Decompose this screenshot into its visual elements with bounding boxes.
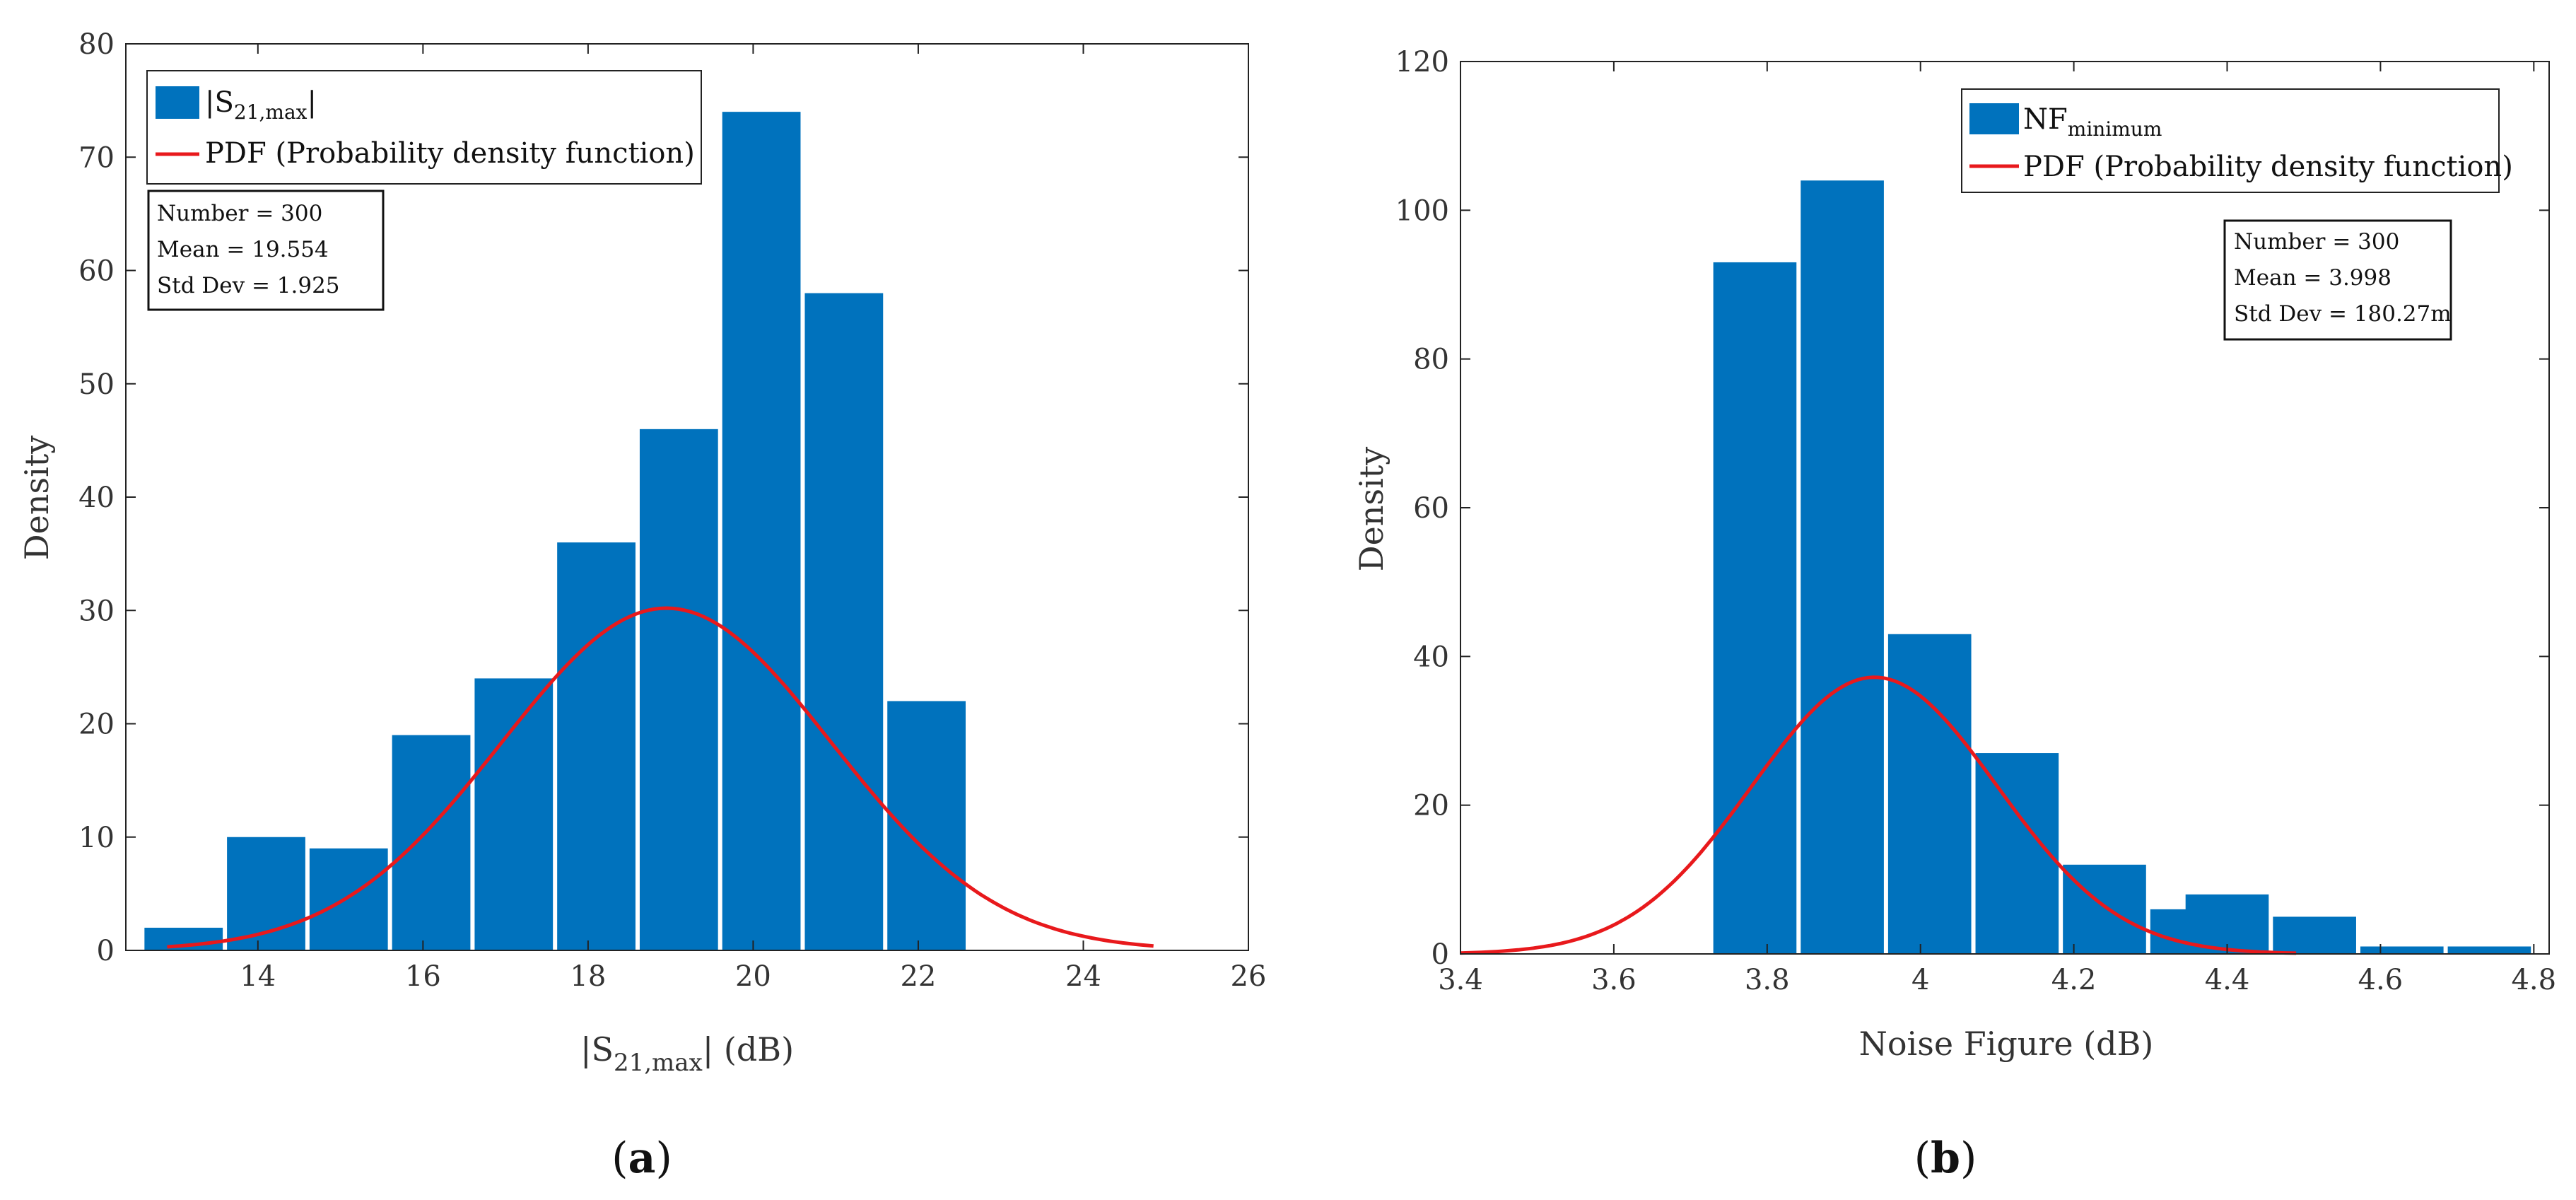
stats-frame-a bbox=[147, 190, 385, 311]
x-tick-label: 4.6 bbox=[2358, 964, 2404, 996]
histogram-bar bbox=[557, 542, 636, 950]
chart-a: 14 16 18 20 22 24 26 0 10 20 30 40 50 60 70 80 |S21,max… bbox=[18, 28, 1266, 1183]
y-tick-label: 100 bbox=[1395, 194, 1449, 227]
stats-number-b: Number = 300 bbox=[2234, 229, 2399, 255]
x-tick-label: 4.4 bbox=[2205, 964, 2250, 996]
axis-ticks-a: 14 16 18 20 22 24 26 0 10 20 30 40 50 60 70 80 bbox=[78, 28, 1266, 993]
y-tick-label: 0 bbox=[97, 935, 115, 967]
panel-label-b: (b) bbox=[1914, 1134, 1977, 1183]
x-tick-label: 22 bbox=[900, 960, 936, 993]
histogram-bar bbox=[804, 293, 884, 950]
stats-mean-a: Mean = 19.554 bbox=[157, 237, 329, 262]
x-tick-label: 18 bbox=[570, 960, 606, 993]
x-tick-label: 24 bbox=[1065, 960, 1101, 993]
legend-swatch-histogram-b bbox=[1969, 103, 2019, 134]
pdf-curve-b bbox=[1460, 675, 2297, 955]
y-tick-label: 40 bbox=[1413, 641, 1449, 673]
stats-box-b: Number = 300 Mean = 3.998 Std Dev = 180.… bbox=[2223, 219, 2452, 341]
legend-label-histogram-a: |S21,max| bbox=[205, 86, 317, 124]
histogram-bar bbox=[2360, 946, 2444, 954]
x-tick-label: 4.2 bbox=[2051, 964, 2097, 996]
y-tick-label: 0 bbox=[1432, 938, 1449, 971]
y-tick-label: 80 bbox=[78, 28, 115, 61]
histogram-bar bbox=[2447, 946, 2531, 954]
histogram-bar bbox=[722, 112, 801, 950]
histogram-bar bbox=[2063, 864, 2146, 954]
legend-label-pdf-a: PDF (Probability density function) bbox=[205, 137, 695, 170]
y-tick-label: 40 bbox=[78, 482, 115, 514]
y-tick-label: 60 bbox=[78, 255, 115, 288]
histogram-bar bbox=[2273, 916, 2356, 954]
legend-box-b bbox=[1961, 88, 2500, 193]
x-tick-label: 26 bbox=[1231, 960, 1267, 993]
legend-a: |S21,max| PDF (Probability density funct… bbox=[146, 70, 702, 185]
histogram-bar bbox=[1713, 262, 1797, 954]
stats-std-b: Std Dev = 180.27m bbox=[2234, 301, 2452, 327]
y-tick-label: 20 bbox=[78, 709, 115, 741]
histogram-bars-a bbox=[144, 112, 966, 950]
y-tick-label: 20 bbox=[1413, 790, 1449, 822]
panel-label-a: (a) bbox=[611, 1134, 672, 1183]
y-tick-label: 80 bbox=[1413, 344, 1449, 376]
histogram-bar bbox=[1975, 753, 2059, 954]
x-tick-label: 3.8 bbox=[1745, 964, 1790, 996]
x-tick-label: 3.4 bbox=[1438, 964, 1483, 996]
stats-number-a: Number = 300 bbox=[157, 201, 322, 226]
chart-b: 3.4 3.6 3.8 4 4.2 4.4 4.6 4.8 0 20 40 60 80 100 120 NF… bbox=[1352, 46, 2556, 1183]
y-tick-label: 120 bbox=[1395, 46, 1449, 78]
y-tick-label: 10 bbox=[78, 822, 115, 854]
histogram-bar bbox=[392, 735, 471, 950]
x-axis-label-b: Noise Figure (dB) bbox=[1859, 1025, 2154, 1063]
stats-frame-b bbox=[2223, 219, 2452, 341]
x-tick-label: 16 bbox=[405, 960, 441, 993]
legend-box-a bbox=[146, 70, 702, 185]
y-tick-label: 50 bbox=[78, 368, 115, 401]
x-tick-label: 4 bbox=[1911, 964, 1929, 996]
x-tick-label: 20 bbox=[735, 960, 771, 993]
stats-box-a: Number = 300 Mean = 19.554 Std Dev = 1.9… bbox=[147, 190, 385, 311]
y-tick-label: 30 bbox=[78, 595, 115, 627]
y-tick-label: 60 bbox=[1413, 492, 1449, 525]
histogram-bar bbox=[474, 678, 554, 950]
legend-label-pdf-b: PDF (Probability density function) bbox=[2023, 151, 2513, 183]
x-axis-label-a: |S21,max| (dB) bbox=[580, 1030, 794, 1077]
y-axis-label-a: Density bbox=[18, 436, 56, 561]
legend-label-histogram-b: NFminimum bbox=[2023, 103, 2162, 141]
pdf-curve-a bbox=[167, 606, 1154, 949]
stats-std-a: Std Dev = 1.925 bbox=[157, 273, 340, 298]
histogram-bar bbox=[1887, 634, 1972, 954]
axis-ticks-b: 3.4 3.6 3.8 4 4.2 4.4 4.6 4.8 0 20 40 60 80 100 120 bbox=[1395, 46, 2556, 996]
histogram-bar bbox=[309, 848, 388, 950]
x-tick-label: 4.8 bbox=[2511, 964, 2556, 996]
x-tick-label: 3.6 bbox=[1591, 964, 1637, 996]
histogram-bar bbox=[639, 429, 718, 950]
y-axis-label-b: Density bbox=[1352, 447, 1391, 572]
y-tick-label: 70 bbox=[78, 141, 115, 174]
legend-b: NFminimum PDF (Probability density funct… bbox=[1961, 88, 2513, 193]
histogram-bar bbox=[1801, 180, 1884, 955]
x-tick-label: 14 bbox=[240, 960, 276, 993]
legend-swatch-histogram-a bbox=[156, 86, 199, 119]
stats-mean-b: Mean = 3.998 bbox=[2234, 265, 2391, 291]
